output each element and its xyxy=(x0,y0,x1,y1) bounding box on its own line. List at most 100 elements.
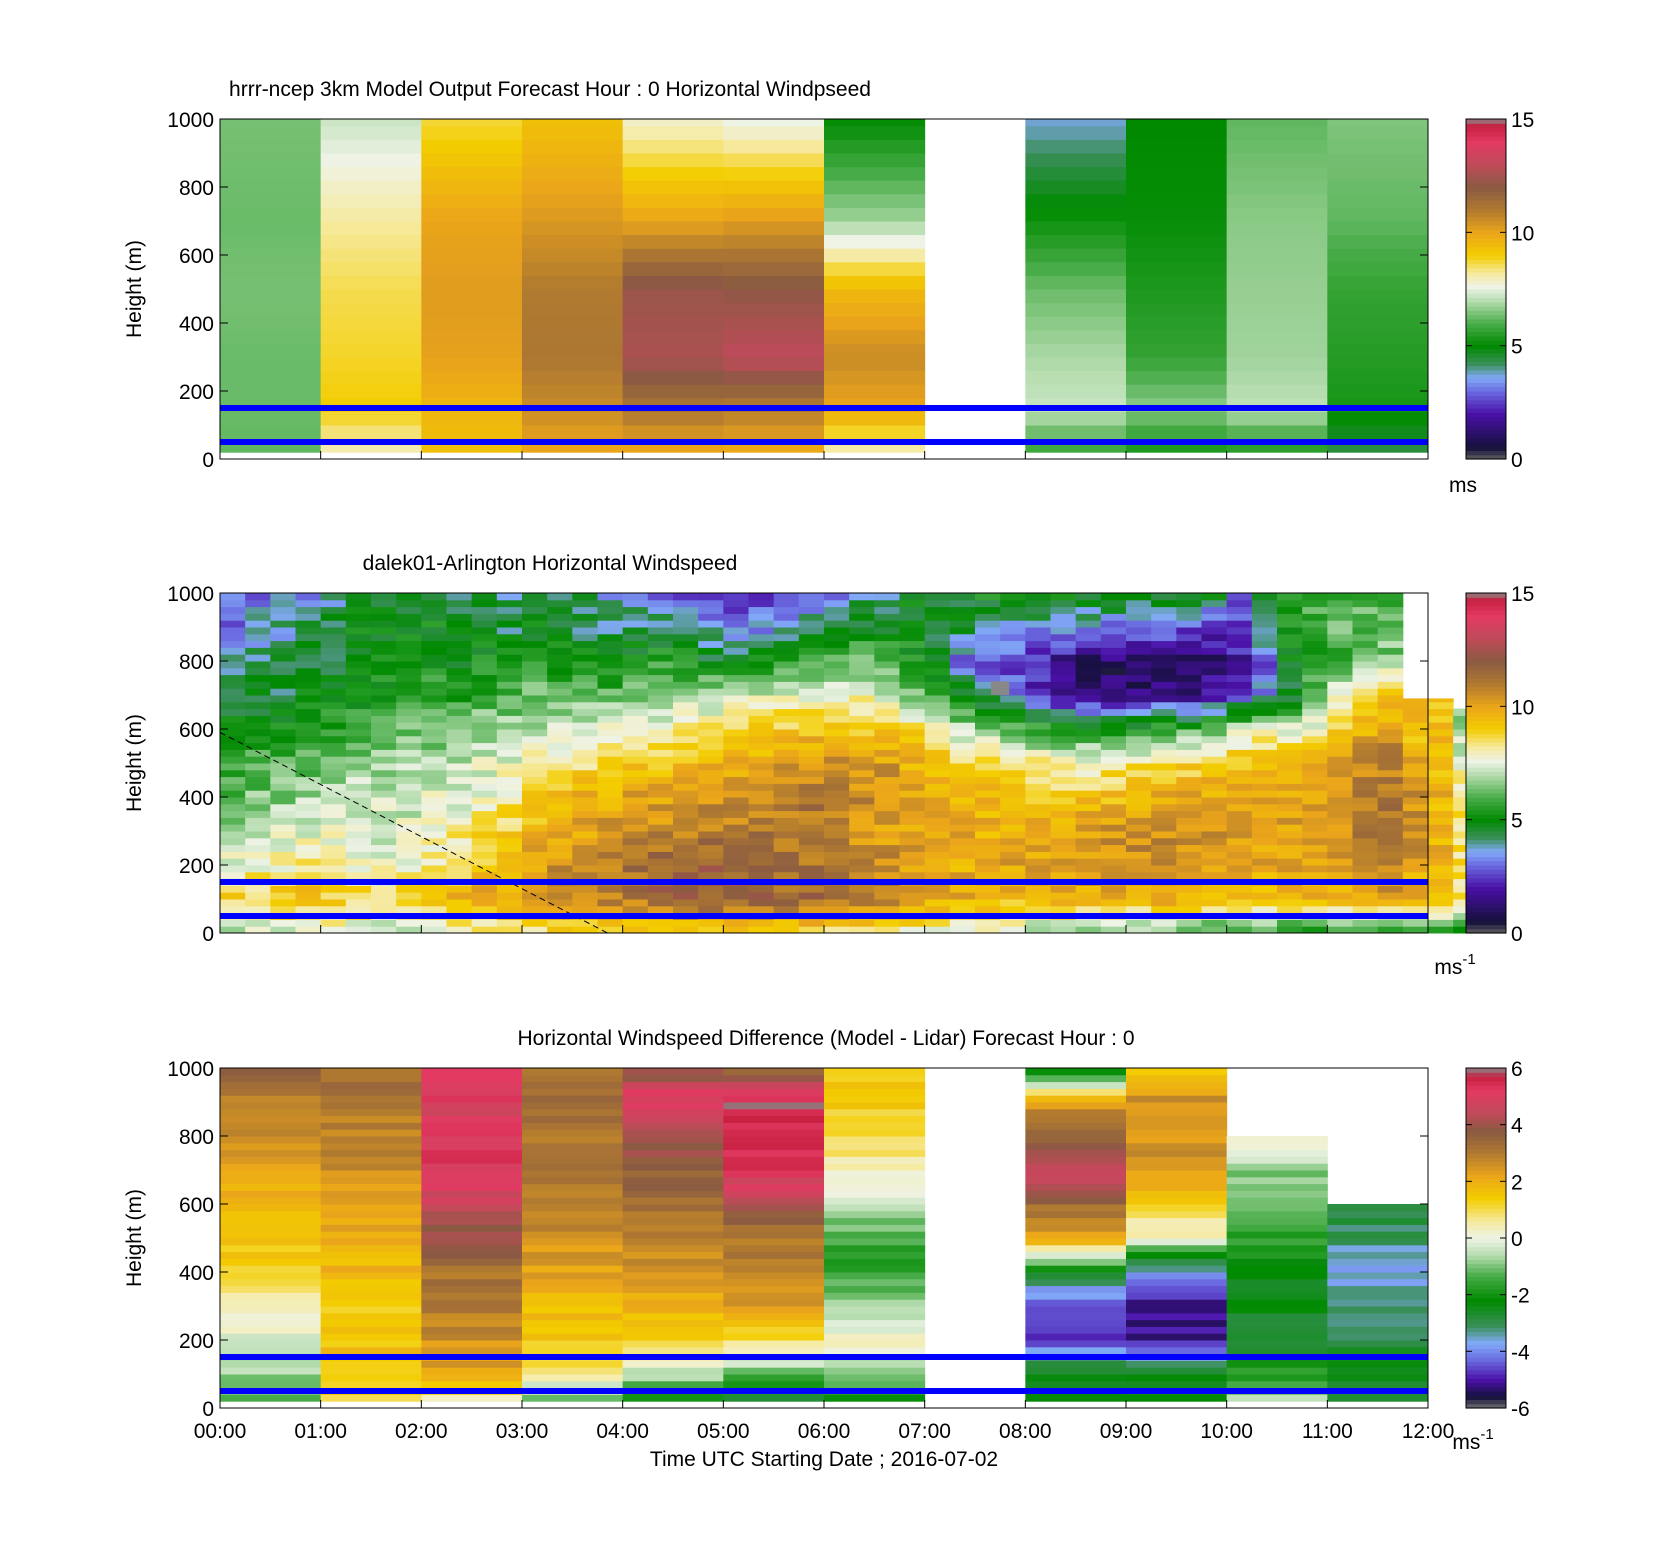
y-tick-label: 400 xyxy=(179,787,214,810)
heatmap-cell xyxy=(748,865,775,873)
heatmap-cell xyxy=(698,885,724,893)
heatmap-cell xyxy=(899,871,926,880)
heatmap-cell xyxy=(547,667,573,676)
heatmap-cell xyxy=(1327,1244,1429,1253)
heatmap-cell xyxy=(270,701,296,710)
heatmap-cell xyxy=(1277,688,1303,696)
heatmap-cell xyxy=(522,1231,624,1239)
colorbar-swatch xyxy=(1466,707,1506,713)
heatmap-cell xyxy=(1251,661,1278,669)
heatmap-cell xyxy=(673,749,699,757)
heatmap-cell xyxy=(849,824,875,832)
heatmap-cell xyxy=(1428,776,1454,784)
heatmap-cell xyxy=(924,837,951,846)
colorbar-swatch xyxy=(1466,1289,1506,1294)
heatmap-cell xyxy=(1176,905,1202,914)
heatmap-cell xyxy=(1100,776,1127,784)
heatmap-cell xyxy=(1428,885,1454,893)
heatmap-cell xyxy=(1428,715,1454,723)
heatmap-cell xyxy=(622,316,724,331)
heatmap-cell xyxy=(1000,763,1026,771)
heatmap-cell xyxy=(220,899,246,907)
x-tick-label: 02:00 xyxy=(395,1420,448,1443)
heatmap-cell xyxy=(622,865,649,873)
heatmap-cell xyxy=(673,640,699,648)
heatmap-cell xyxy=(874,865,900,873)
heatmap-cell xyxy=(1000,919,1026,927)
heatmap-cell xyxy=(471,824,498,832)
heatmap-cell xyxy=(547,742,573,750)
heatmap-cell xyxy=(522,851,548,859)
heatmap-cell xyxy=(723,667,749,676)
heatmap-cell xyxy=(471,654,498,662)
heatmap-cell xyxy=(1402,783,1429,791)
heatmap-cell xyxy=(547,905,573,914)
heatmap-cell xyxy=(371,919,397,927)
heatmap-cell xyxy=(723,1231,825,1239)
heatmap-cell xyxy=(320,1367,422,1375)
heatmap-cell xyxy=(1327,640,1353,648)
heatmap-cell xyxy=(949,735,976,744)
heatmap-cell xyxy=(446,790,473,798)
heatmap-cell xyxy=(1428,899,1454,907)
colorbar-swatch xyxy=(1466,284,1506,290)
heatmap-cell xyxy=(421,1299,523,1307)
heatmap-cell xyxy=(723,1258,825,1266)
heatmap-cell xyxy=(1352,749,1379,757)
heatmap-cell xyxy=(1352,783,1379,791)
heatmap-cell xyxy=(874,776,900,784)
heatmap-cell xyxy=(547,858,573,866)
heatmap-cell xyxy=(1402,803,1429,812)
heatmap-cell xyxy=(874,763,900,771)
heatmap-cell xyxy=(622,1272,724,1280)
colorbar-swatch xyxy=(1466,924,1506,930)
heatmap-cell xyxy=(345,613,372,621)
heatmap-cell xyxy=(773,905,800,914)
heatmap-cell xyxy=(723,803,749,812)
heatmap-cell xyxy=(899,899,926,907)
heatmap-cell xyxy=(723,647,749,655)
heatmap-cell xyxy=(673,871,699,880)
heatmap-cell xyxy=(975,797,1001,805)
heatmap-cell xyxy=(1302,871,1328,880)
heatmap-cell xyxy=(496,790,523,798)
heatmap-cell xyxy=(1251,776,1278,784)
heatmap-cell xyxy=(673,620,699,628)
heatmap-cell xyxy=(345,640,372,648)
heatmap-cell xyxy=(1402,708,1429,716)
heatmap-cell xyxy=(698,606,724,614)
heatmap-cell xyxy=(220,1346,322,1355)
heatmap-cell xyxy=(1302,926,1328,934)
heatmap-cell xyxy=(1050,851,1077,859)
heatmap-cell xyxy=(1075,837,1102,846)
heatmap-cell xyxy=(773,824,800,832)
heatmap-cell xyxy=(1025,139,1127,154)
heatmap-cell xyxy=(1126,892,1152,900)
heatmap-cell xyxy=(773,722,800,730)
heatmap-cell xyxy=(1025,1156,1127,1164)
heatmap-cell xyxy=(647,674,674,682)
colorbar-swatch xyxy=(1466,391,1506,396)
heatmap-cell xyxy=(647,926,674,934)
x-tick-label: 07:00 xyxy=(898,1420,951,1443)
heatmap-cell xyxy=(1176,831,1202,839)
colorbar-swatch xyxy=(1466,843,1506,849)
heatmap-cell xyxy=(597,708,624,716)
heatmap-cell xyxy=(1075,899,1102,907)
heatmap-cell xyxy=(1352,735,1379,744)
heatmap-cell xyxy=(1201,885,1228,893)
heatmap-cell xyxy=(1176,708,1202,716)
heatmap-cell xyxy=(1126,248,1228,263)
heatmap-cell xyxy=(773,776,800,784)
heatmap-cell xyxy=(824,275,926,290)
heatmap-cell xyxy=(1126,119,1228,127)
heatmap-cell xyxy=(371,865,397,873)
heatmap-cell xyxy=(798,851,825,859)
colorbar-swatch xyxy=(1466,767,1506,773)
heatmap-cell xyxy=(1075,865,1102,873)
heatmap-cell xyxy=(773,593,800,601)
heatmap-cell xyxy=(723,844,749,852)
heatmap-cell xyxy=(522,613,548,621)
heatmap-cell xyxy=(320,1081,422,1089)
colorbar-swatch xyxy=(1466,221,1506,226)
